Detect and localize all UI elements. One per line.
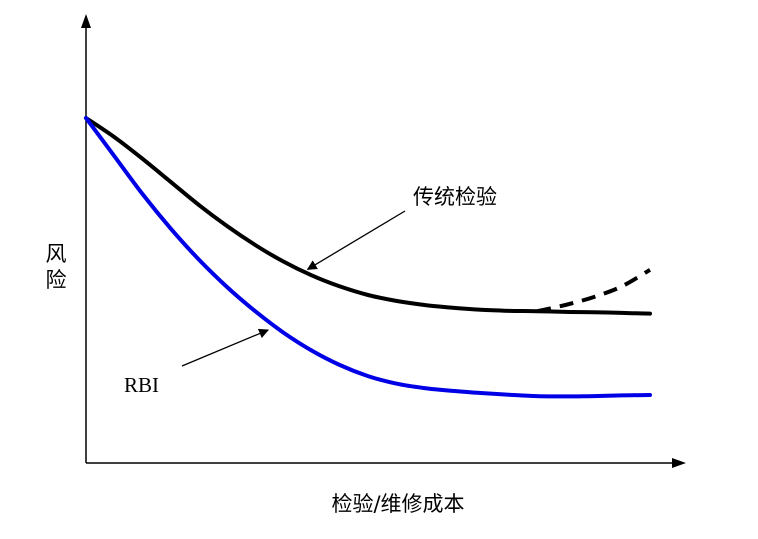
series-line-traditional — [84, 116, 652, 316]
annotation-arrow-rbi — [181, 328, 270, 367]
x-axis-arrow-icon — [672, 458, 686, 468]
annotation-label-rbi: RBI — [124, 373, 159, 397]
y-axis-label: 风险 — [46, 242, 67, 292]
y-axis-arrow-icon — [81, 14, 91, 28]
annotation-label-traditional: 传统检验 — [413, 185, 497, 209]
series-line-rbi — [84, 116, 652, 399]
series-line-traditional-extension — [536, 268, 652, 314]
annotation-arrow-traditional — [306, 210, 406, 270]
x-axis-label: 检验/维修成本 — [331, 492, 464, 516]
